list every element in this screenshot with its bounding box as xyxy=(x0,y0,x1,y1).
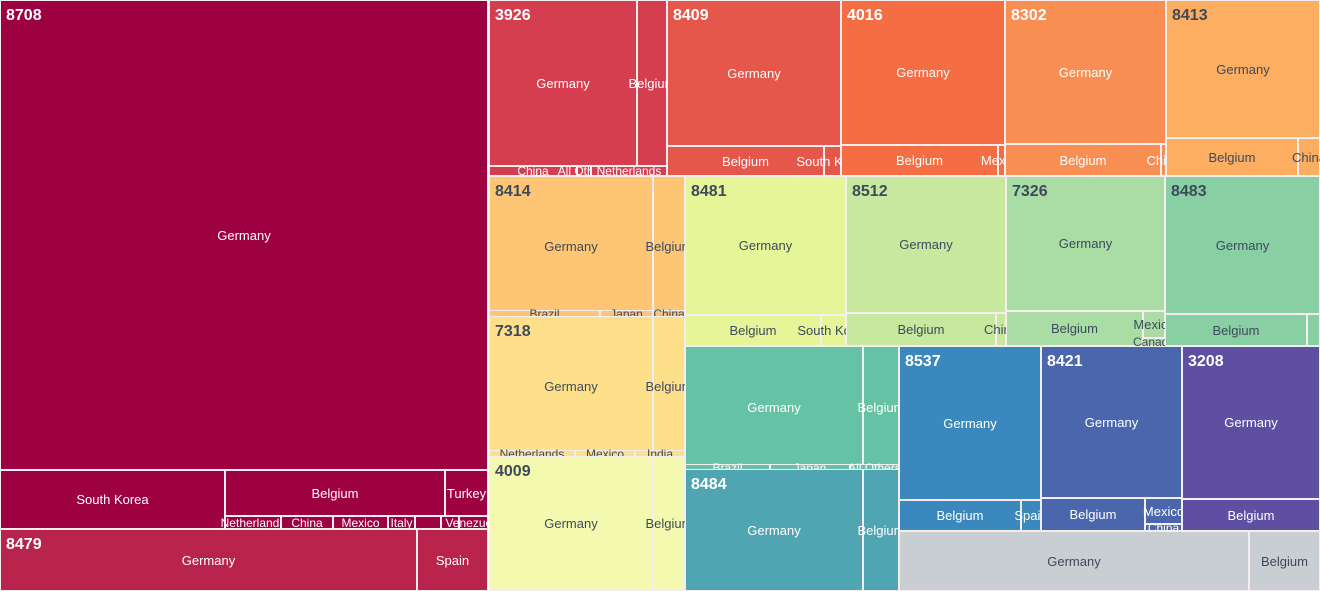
treemap-cell[interactable]: Belgium xyxy=(667,146,824,176)
treemap-cell[interactable]: Germany xyxy=(1006,176,1165,311)
treemap-cell[interactable]: Belgium xyxy=(899,500,1021,531)
treemap-cell[interactable]: Germany xyxy=(489,316,653,456)
treemap-cell[interactable]: Belgium xyxy=(1041,498,1145,531)
treemap-cell[interactable]: Germany xyxy=(685,176,846,315)
group-code-label: 8481 xyxy=(691,183,727,200)
treemap-cell[interactable]: Belgium xyxy=(846,313,996,346)
group-code-label: 3926 xyxy=(495,7,531,24)
group-code-label: 8421 xyxy=(1047,353,1083,370)
treemap-cell[interactable]: Belgium xyxy=(858,346,904,469)
treemap-cell[interactable]: Germany xyxy=(685,469,863,591)
treemap-cell[interactable]: China xyxy=(489,164,577,178)
treemap-cell[interactable]: Belgium xyxy=(1165,314,1307,346)
treemap-cell[interactable]: Germany xyxy=(0,0,488,470)
group-code-label: 8483 xyxy=(1171,183,1207,200)
treemap-cell[interactable]: Germany xyxy=(1041,346,1182,498)
group-code-label: 8413 xyxy=(1172,7,1208,24)
treemap-cell[interactable]: Belgium xyxy=(629,0,675,166)
group-code-label: 8302 xyxy=(1011,7,1047,24)
treemap-cell[interactable]: Mexico xyxy=(1133,311,1175,338)
treemap-cell[interactable]: Canada xyxy=(1132,335,1176,349)
treemap-cell[interactable]: Italy xyxy=(388,516,415,530)
treemap-cell[interactable]: Belgium xyxy=(1249,531,1320,591)
treemap-cell[interactable]: Germany xyxy=(489,176,653,316)
treemap-cell[interactable]: Belgium xyxy=(685,315,821,346)
treemap-cell[interactable] xyxy=(415,516,441,529)
treemap-cell[interactable]: Germany xyxy=(489,456,653,591)
treemap-cell[interactable]: Venezuela xyxy=(445,515,502,530)
treemap-cell[interactable]: South Korea xyxy=(0,470,225,529)
treemap-cell[interactable]: Spain xyxy=(1014,500,1048,531)
treemap-cell[interactable]: Germany xyxy=(899,531,1249,591)
treemap-cell[interactable]: All Others xyxy=(557,164,611,178)
group-code-label: 8414 xyxy=(495,183,531,200)
treemap-cell[interactable]: Mexico xyxy=(333,516,388,530)
treemap-cell[interactable]: Netherlands xyxy=(591,164,667,178)
group-code-label: 8512 xyxy=(852,183,888,200)
treemap-cell[interactable]: South Korea xyxy=(797,315,870,346)
group-code-label: 8708 xyxy=(6,7,42,24)
treemap-cell[interactable]: Belgium xyxy=(1006,311,1143,346)
treemap-cell[interactable]: Germany xyxy=(489,0,637,166)
treemap-cell[interactable]: China xyxy=(1292,138,1320,176)
treemap-cell[interactable]: Germany xyxy=(1165,176,1320,314)
group-code-label: 3208 xyxy=(1188,353,1224,370)
treemap-cell[interactable]: Germany xyxy=(0,529,417,591)
treemap-cell[interactable]: China xyxy=(984,313,1018,346)
treemap-cell[interactable]: Germany xyxy=(899,346,1041,500)
treemap-cell[interactable]: Belgium xyxy=(646,316,692,456)
treemap-cell[interactable] xyxy=(1307,314,1320,346)
treemap-cell[interactable]: Germany xyxy=(1182,346,1320,499)
treemap-cell[interactable]: Belgium xyxy=(1166,138,1298,176)
treemap-cell[interactable]: Germany xyxy=(1166,0,1320,138)
treemap-cell[interactable]: Mexico xyxy=(981,145,1022,176)
treemap-cell[interactable]: Turkey xyxy=(445,470,488,516)
treemap-cell[interactable]: South Korea xyxy=(796,146,869,176)
group-code-label: 8484 xyxy=(691,476,727,493)
group-code-label: 4016 xyxy=(847,7,883,24)
group-code-label: 4009 xyxy=(495,463,531,480)
treemap-cell[interactable]: Germany xyxy=(667,0,841,146)
treemap-cell[interactable]: Germany xyxy=(685,346,863,469)
treemap-cell[interactable]: China xyxy=(1145,521,1182,535)
treemap-cell[interactable]: Mexico xyxy=(1143,498,1184,524)
treemap-cell[interactable]: China xyxy=(281,516,333,530)
treemap-cell[interactable]: Belgium xyxy=(225,470,445,516)
treemap-cell[interactable]: Spain xyxy=(417,529,488,591)
group-code-label: 8409 xyxy=(673,7,709,24)
group-code-label: 8479 xyxy=(6,536,42,553)
group-code-label: 8537 xyxy=(905,353,941,370)
treemap-cell[interactable]: Germany xyxy=(841,0,1005,145)
treemap-cell[interactable] xyxy=(441,516,459,529)
treemap-cell[interactable]: Netherlands xyxy=(220,515,286,530)
treemap-cell[interactable]: Belgium xyxy=(841,145,998,176)
treemap-cell[interactable]: Belgium xyxy=(1005,144,1161,176)
treemap-cell[interactable]: Belgium xyxy=(646,176,692,316)
treemap-cell[interactable]: Germany xyxy=(1005,0,1166,144)
treemap-cell[interactable]: Belgium xyxy=(1182,499,1320,531)
group-code-label: 7326 xyxy=(1012,183,1048,200)
treemap-cell[interactable]: Germany xyxy=(846,176,1006,313)
group-code-label: 7318 xyxy=(495,323,531,340)
treemap-cell[interactable]: Belgium xyxy=(858,469,904,591)
treemap-cell[interactable]: Belgium xyxy=(646,456,692,591)
